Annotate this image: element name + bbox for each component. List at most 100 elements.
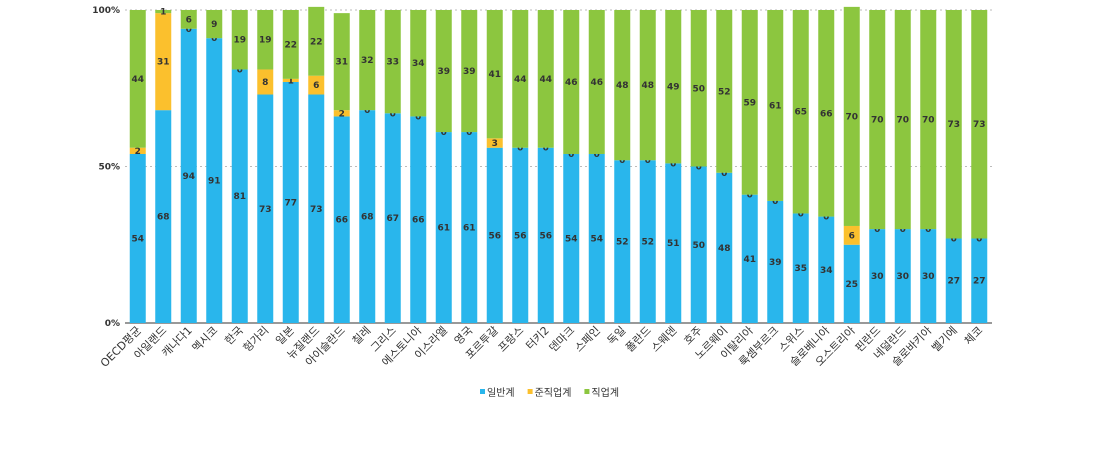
- value-label: 0: [900, 225, 906, 235]
- value-label: 34: [820, 266, 833, 276]
- legend-swatch: [527, 389, 533, 394]
- bar-segment: [894, 10, 911, 230]
- value-label: 56: [539, 231, 552, 241]
- value-label: 25: [845, 280, 858, 290]
- value-label: 0: [543, 144, 549, 154]
- x-tick-label: 폴란드: [623, 324, 654, 355]
- bar-segment: [333, 110, 350, 117]
- value-label: 70: [845, 112, 858, 122]
- value-label: 66: [820, 109, 833, 119]
- bar-segment: [818, 10, 835, 217]
- value-label: 50: [692, 241, 705, 251]
- bar-segment: [308, 6, 325, 76]
- value-label: 0: [976, 234, 982, 244]
- value-label: 70: [871, 116, 884, 126]
- bar-segment: [588, 153, 605, 323]
- bar-segment: [512, 10, 529, 148]
- x-tick-label: 스페인: [572, 324, 603, 355]
- value-label: 48: [616, 81, 629, 91]
- bar-segment: [180, 10, 197, 29]
- value-label: 0: [237, 65, 243, 75]
- value-label: 48: [641, 81, 654, 91]
- value-label: 0: [823, 213, 829, 223]
- bar-segment: [588, 10, 605, 154]
- bar-segment: [486, 138, 503, 148]
- value-label: 0: [951, 234, 957, 244]
- value-label: 0: [186, 25, 192, 35]
- bar-segment: [894, 229, 911, 323]
- bar-segment: [231, 69, 248, 323]
- value-label: 52: [616, 238, 629, 248]
- legend-label: 직업계: [591, 386, 619, 399]
- x-tick-label: 체코: [962, 324, 986, 348]
- value-label: 0: [619, 156, 625, 166]
- bar-segment: [665, 163, 682, 323]
- bar-segment: [206, 38, 223, 324]
- y-tick-label: 100%: [92, 6, 120, 16]
- bar-segment: [792, 10, 809, 214]
- bar-segment: [435, 10, 452, 133]
- bar-segment: [563, 153, 580, 323]
- bar-segment: [716, 10, 733, 173]
- value-label: 39: [463, 67, 476, 77]
- value-label: 32: [361, 56, 374, 66]
- value-label: 22: [310, 37, 323, 47]
- value-label: 0: [364, 106, 370, 116]
- value-label: 39: [437, 67, 450, 77]
- bar-segment: [129, 153, 146, 323]
- bar-segment: [282, 10, 299, 79]
- bar-segment: [180, 28, 197, 324]
- bar-segment: [971, 238, 988, 323]
- bar-segment: [614, 10, 631, 161]
- value-label: 30: [896, 272, 909, 282]
- value-label: 2: [135, 147, 141, 157]
- value-label: 54: [131, 234, 144, 244]
- value-label: 31: [335, 58, 348, 68]
- value-label: 94: [182, 172, 195, 182]
- value-label: 27: [947, 277, 960, 287]
- value-label: 73: [310, 205, 323, 215]
- value-label: 19: [233, 36, 246, 46]
- value-label: 49: [667, 83, 680, 93]
- y-tick-label: 0%: [105, 319, 120, 329]
- x-tick-label: 프랑스: [496, 324, 527, 355]
- value-label: 3: [492, 139, 498, 149]
- value-label: 31: [157, 58, 170, 68]
- value-label: 70: [896, 116, 909, 126]
- bar-segment: [206, 10, 223, 39]
- bar-segment: [257, 94, 274, 323]
- x-tick-label: 덴마크: [547, 324, 578, 355]
- bar-segment: [563, 10, 580, 154]
- bar-segment: [257, 69, 274, 95]
- value-label: 41: [743, 255, 756, 265]
- value-label: 65: [794, 108, 807, 118]
- x-tick-label: 헝가리: [241, 324, 272, 355]
- value-label: 50: [692, 84, 705, 94]
- value-label: 91: [208, 177, 221, 187]
- value-label: 73: [973, 120, 986, 130]
- bar-segment: [333, 13, 350, 111]
- bar-segment: [920, 10, 937, 230]
- value-label: 61: [769, 101, 782, 111]
- value-label: 73: [259, 205, 272, 215]
- value-label: 8: [262, 78, 268, 88]
- bar-segment: [486, 10, 503, 139]
- bar-segment: [920, 229, 937, 323]
- value-label: 30: [871, 272, 884, 282]
- bar-segment: [129, 147, 146, 154]
- value-label: 44: [131, 75, 144, 85]
- bar-segment: [741, 10, 758, 195]
- bar-segment: [282, 78, 299, 82]
- bar-segment: [818, 216, 835, 323]
- bar-segment: [869, 229, 886, 323]
- bar-segment: [767, 200, 784, 323]
- value-label: 0: [721, 169, 727, 179]
- value-label: 54: [590, 234, 603, 244]
- value-label: 33: [386, 58, 399, 68]
- value-label: 68: [361, 213, 374, 223]
- value-label: 67: [386, 214, 399, 224]
- value-label: 52: [641, 238, 654, 248]
- value-label: 0: [874, 225, 880, 235]
- bar-segment: [537, 10, 554, 148]
